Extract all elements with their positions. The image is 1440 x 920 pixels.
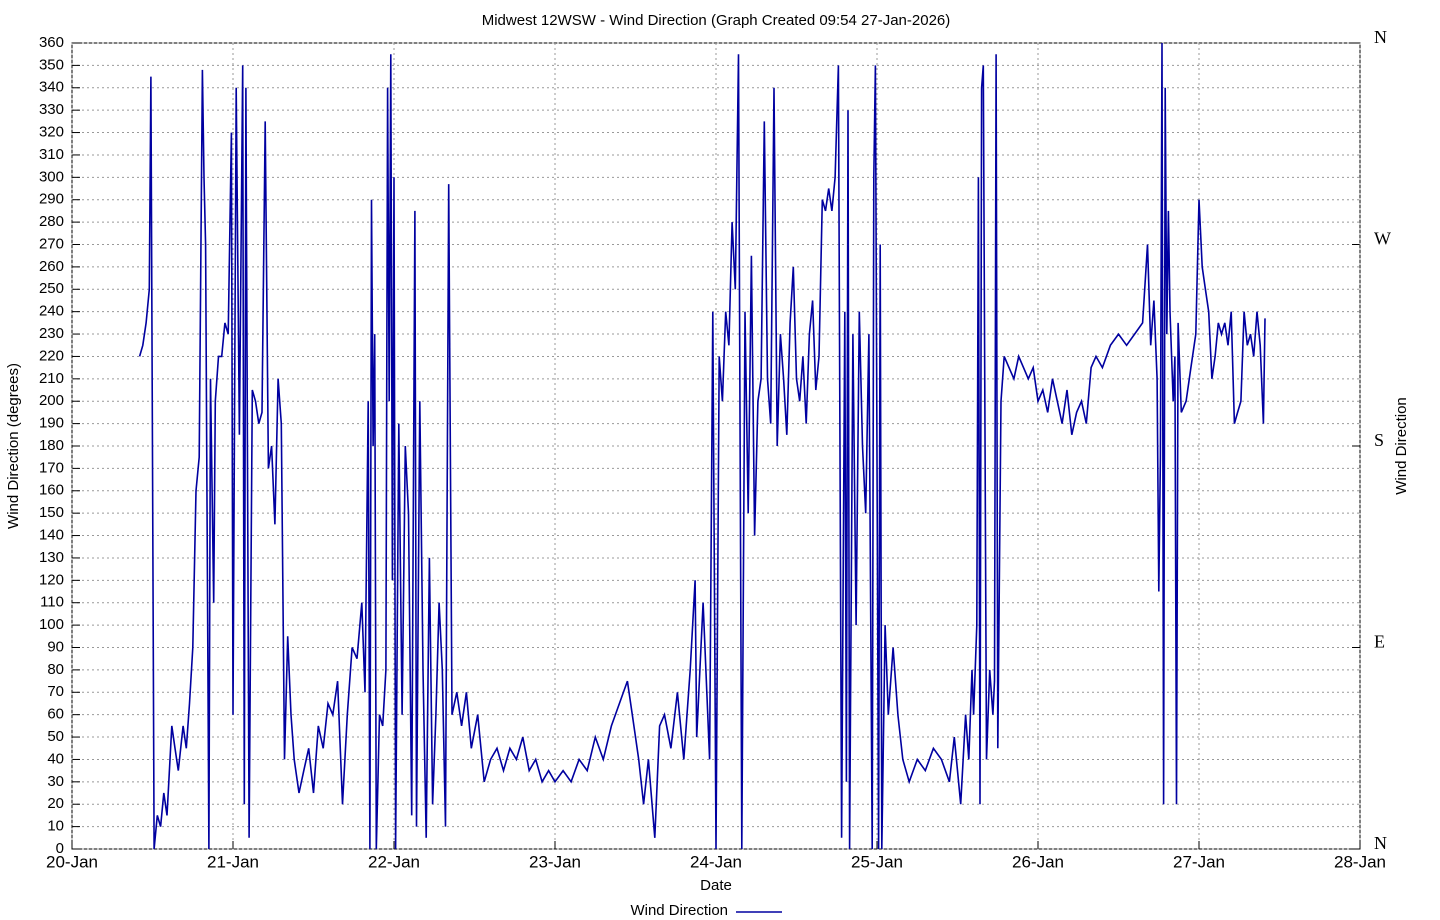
y-tick-label: 0: [56, 840, 64, 857]
x-tick-label: 24-Jan: [690, 852, 742, 871]
y-tick-label: 130: [39, 549, 64, 566]
y-tick-label: 200: [39, 392, 64, 409]
y-tick-label: 330: [39, 101, 64, 118]
y-tick-label: 290: [39, 191, 64, 208]
y-tick-label: 210: [39, 370, 64, 387]
x-tick-label: 27-Jan: [1173, 852, 1225, 871]
y-tick-label: 250: [39, 280, 64, 297]
y-tick-label: 180: [39, 437, 64, 454]
y2-axis-label: Wind Direction: [1393, 397, 1410, 495]
y-tick-label: 140: [39, 527, 64, 544]
y-tick-label: 80: [47, 661, 64, 678]
x-tick-label: 23-Jan: [529, 852, 581, 871]
y-tick-label: 40: [47, 750, 64, 767]
y-tick-label: 240: [39, 303, 64, 320]
y-tick-label: 90: [47, 638, 64, 655]
x-tick-label: 26-Jan: [1012, 852, 1064, 871]
y-tick-label: 50: [47, 728, 64, 745]
y-tick-label: 280: [39, 213, 64, 230]
y-tick-label: 270: [39, 235, 64, 252]
legend-label: Wind Direction: [630, 902, 728, 919]
x-tick-label: 25-Jan: [851, 852, 903, 871]
y-tick-label: 20: [47, 795, 64, 812]
y-tick-label: 110: [40, 594, 64, 611]
y-tick-label: 260: [39, 258, 64, 275]
y2-tick-label: W: [1374, 229, 1391, 249]
y-tick-label: 70: [47, 683, 64, 700]
y-tick-label: 160: [39, 482, 64, 499]
y-tick-label: 220: [39, 347, 64, 364]
data-line: [138, 42, 1266, 850]
y-tick-label: 320: [39, 124, 64, 141]
y-tick-label: 60: [47, 706, 64, 723]
y-tick-label: 120: [39, 571, 64, 588]
y-tick-label: 190: [39, 415, 64, 432]
y-axis-label: Wind Direction (degrees): [5, 363, 22, 529]
y2-tick-label: N: [1374, 833, 1387, 853]
y-tick-label: 150: [39, 504, 64, 521]
y-tick-label: 230: [39, 325, 64, 342]
y-tick-label: 170: [39, 459, 64, 476]
y-tick-label: 300: [39, 168, 64, 185]
x-tick-label: 20-Jan: [46, 852, 98, 871]
y-tick-label: 100: [39, 616, 64, 633]
y-tick-label: 30: [47, 773, 64, 790]
y2-tick-label: S: [1374, 430, 1384, 450]
chart-title: Midwest 12WSW - Wind Direction (Graph Cr…: [482, 12, 951, 29]
x-tick-label: 21-Jan: [207, 852, 259, 871]
y-tick-label: 340: [39, 79, 64, 96]
y-tick-label: 360: [39, 34, 64, 51]
y-tick-label: 10: [47, 818, 64, 835]
y2-tick-label: E: [1374, 632, 1385, 652]
y-tick-label: 350: [39, 56, 64, 73]
x-tick-label: 22-Jan: [368, 852, 420, 871]
x-tick-label: 28-Jan: [1334, 852, 1386, 871]
y2-tick-label: N: [1374, 27, 1387, 47]
y-tick-label: 310: [39, 146, 64, 163]
x-axis-label: Date: [700, 877, 732, 894]
